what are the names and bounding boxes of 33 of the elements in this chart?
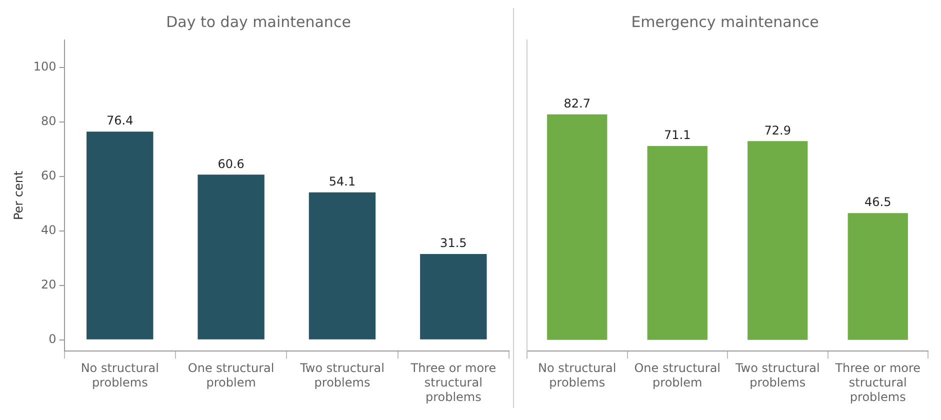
bar [848, 213, 908, 340]
x-tick-label: Three or more structural problems [834, 361, 921, 404]
data-label: 31.5 [440, 236, 467, 250]
x-tick-label: One structural problem [188, 361, 274, 390]
chart-title: Emergency maintenance [631, 12, 819, 31]
data-label: 76.4 [106, 114, 134, 128]
data-label: 54.1 [328, 174, 356, 189]
bar [86, 132, 154, 340]
data-label: 60.6 [218, 156, 244, 171]
y-tick-label: 60 [41, 168, 56, 182]
x-tick-label: No structural problems [80, 361, 159, 390]
chart-title: Day to day maintenance [166, 12, 351, 31]
y-axis-title: Per cent [11, 170, 26, 220]
x-tick-label: Two structural problems [299, 361, 384, 390]
x-tick-label: One structural problem [634, 361, 721, 390]
y-tick-label: 80 [41, 114, 56, 128]
y-tick-label: 20 [41, 277, 56, 292]
x-tick-label: Three or more structural problems [410, 361, 496, 404]
data-label: 82.7 [564, 96, 590, 111]
bar [547, 114, 608, 340]
y-tick-label: 100 [33, 59, 56, 74]
y-tick-label: 0 [48, 332, 56, 346]
data-label: 46.5 [864, 195, 892, 210]
y-tick-label: 40 [41, 222, 56, 237]
data-label: 71.1 [664, 128, 691, 142]
x-tick-label: Two structural problems [734, 361, 820, 390]
bar [647, 146, 708, 340]
bar [420, 254, 487, 340]
x-tick-label: No structural problems [538, 361, 616, 390]
data-label: 72.9 [764, 123, 791, 138]
bar [748, 141, 808, 340]
bar [198, 174, 264, 340]
bar [308, 192, 376, 340]
